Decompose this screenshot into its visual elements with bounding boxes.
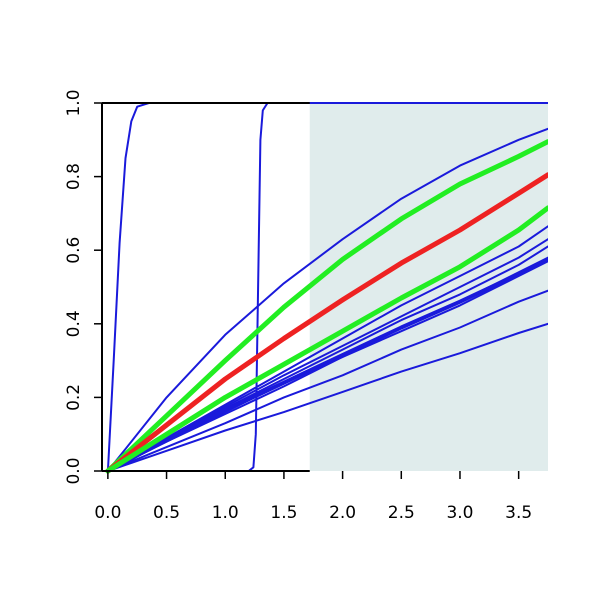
series-line-2 — [106, 102, 548, 472]
x-tick-label: 1.0 — [212, 503, 239, 523]
x-tick-label: 3.5 — [505, 503, 532, 523]
series-line-13 — [105, 172, 548, 474]
x-tick-label: 1.5 — [270, 503, 297, 523]
series-line-9 — [105, 257, 548, 473]
x-tick-label: 3.0 — [446, 503, 473, 523]
x-tick-label: 0.0 — [94, 503, 121, 523]
shaded-region — [309, 103, 548, 471]
y-tick-label: 0.2 — [64, 384, 84, 411]
series-line-5 — [106, 238, 548, 472]
series-line-10 — [106, 289, 548, 472]
y-tick-label: 1.0 — [64, 89, 84, 116]
x-tick-label: 2.5 — [388, 503, 415, 523]
series-line-12 — [105, 139, 548, 474]
y-tick-label: 0.6 — [64, 237, 84, 264]
series-line-11 — [106, 322, 548, 472]
series-line-14 — [105, 205, 548, 474]
series-line-3 — [106, 127, 548, 472]
axes-layer: 0.0 0.2 0.4 0.6 0.8 1.0 0.0 0.5 1.0 1.5 2.0 2.5 3.0 3… — [64, 89, 532, 523]
y-tick-label: 0.8 — [64, 163, 84, 190]
x-tick-label: 2.0 — [329, 503, 356, 523]
series-layer — [105, 102, 548, 474]
y-tick-label: 0.0 — [64, 457, 84, 484]
plot-background — [309, 103, 548, 471]
y-tick-label: 0.4 — [64, 310, 84, 337]
x-tick-label: 0.5 — [153, 503, 180, 523]
